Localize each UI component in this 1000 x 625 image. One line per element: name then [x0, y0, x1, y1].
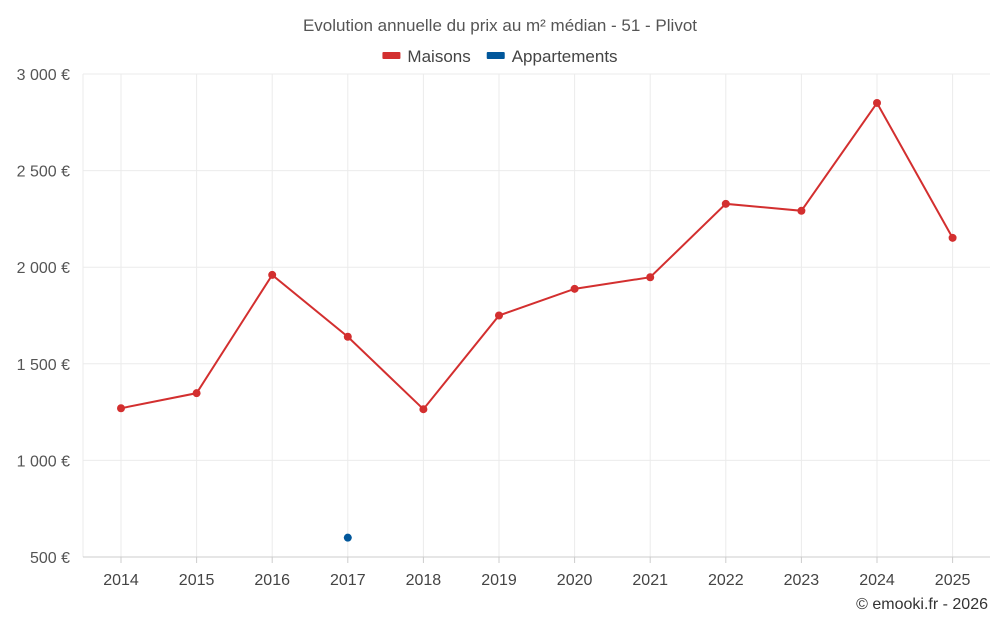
- chart-gridlines: [83, 73, 990, 557]
- chart-title: Evolution annuelle du prix au m² médian …: [303, 16, 697, 35]
- y-tick-label: 1 500 €: [17, 357, 70, 374]
- y-tick-label: 1 000 €: [17, 453, 70, 470]
- legend-label: Maisons: [407, 47, 470, 66]
- data-point-maisons[interactable]: [343, 332, 352, 341]
- y-tick-label: 3 000 €: [17, 67, 70, 84]
- data-point-maisons[interactable]: [570, 284, 579, 293]
- data-point-maisons[interactable]: [268, 270, 277, 279]
- data-point-maisons[interactable]: [117, 404, 125, 413]
- x-tick-label: 2018: [406, 572, 442, 589]
- y-tick-label: 2 500 €: [17, 164, 70, 181]
- legend-swatch: [382, 52, 401, 59]
- x-tick-label: 2016: [254, 572, 290, 589]
- data-point-maisons[interactable]: [873, 98, 881, 107]
- y-axis: 500 € 1 000 € 1 500 € 2 000 € 2 500 € 3 000 €: [17, 67, 84, 567]
- x-tick-label: 2017: [330, 572, 366, 589]
- x-tick-label: 2022: [708, 572, 744, 589]
- x-tick-label: 2025: [935, 572, 971, 589]
- x-tick-label: 2014: [103, 572, 139, 589]
- data-point-maisons[interactable]: [721, 199, 730, 208]
- x-tick-label: 2021: [632, 572, 668, 589]
- chart-legend: Maisons Appartements: [382, 47, 618, 66]
- data-point-maisons[interactable]: [419, 405, 428, 414]
- chart-credit: © emooki.fr - 2026: [856, 596, 988, 613]
- data-point-maisons[interactable]: [797, 206, 806, 215]
- legend-item-appartements[interactable]: Appartements: [486, 47, 618, 66]
- data-point-maisons[interactable]: [495, 311, 503, 320]
- y-tick-label: 2 000 €: [17, 260, 70, 277]
- data-point-appartements[interactable]: [343, 533, 352, 542]
- legend-label: Appartements: [512, 47, 618, 66]
- legend-item-maisons[interactable]: Maisons: [382, 47, 471, 66]
- chart-series: [117, 98, 957, 542]
- x-tick-label: 2023: [784, 572, 820, 589]
- x-tick-label: 2024: [859, 572, 895, 589]
- x-axis: 2014 2015 2016 2017 2018 2019 2020 2021 2022 2023…: [83, 556, 990, 589]
- data-point-maisons[interactable]: [192, 389, 201, 398]
- x-tick-label: 2015: [179, 572, 215, 589]
- series-line-maisons: [120, 101, 954, 411]
- data-point-maisons[interactable]: [646, 273, 655, 282]
- x-tick-label: 2019: [481, 572, 517, 589]
- y-tick-label: 500 €: [30, 550, 70, 567]
- legend-swatch: [486, 52, 505, 59]
- data-point-maisons[interactable]: [948, 233, 957, 242]
- x-tick-label: 2020: [557, 572, 593, 589]
